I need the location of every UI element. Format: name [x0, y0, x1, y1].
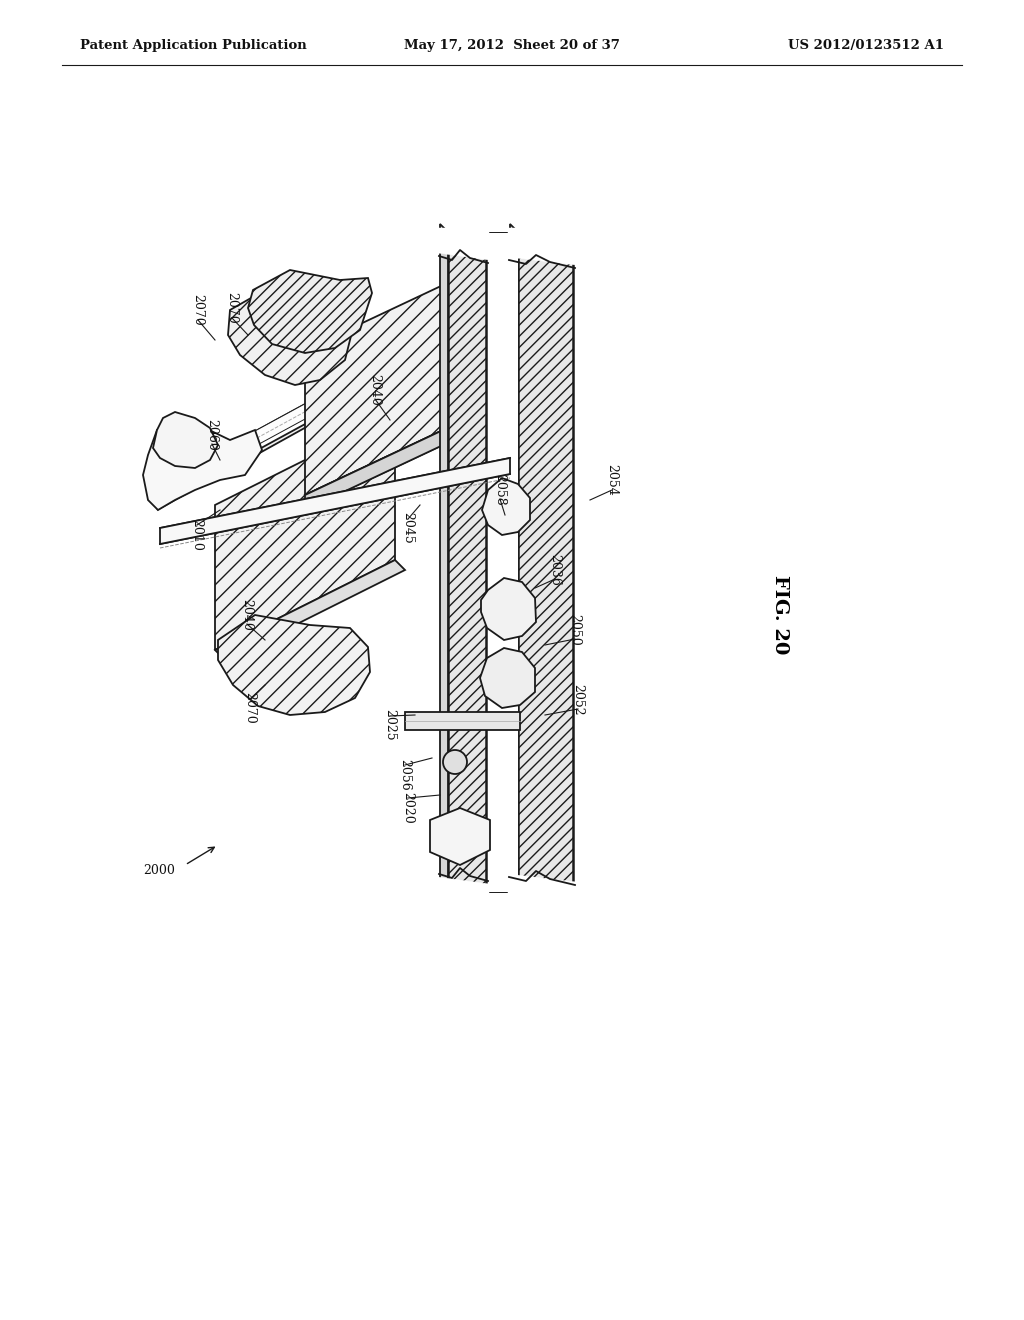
Polygon shape — [482, 478, 530, 535]
Text: Patent Application Publication: Patent Application Publication — [80, 40, 307, 51]
Polygon shape — [160, 458, 510, 544]
Text: 2040: 2040 — [369, 374, 382, 407]
Polygon shape — [508, 228, 575, 265]
Polygon shape — [440, 224, 449, 892]
Polygon shape — [305, 271, 475, 495]
Text: 2036: 2036 — [549, 554, 561, 586]
Polygon shape — [518, 232, 573, 892]
Polygon shape — [438, 228, 489, 260]
Polygon shape — [153, 412, 218, 469]
Text: 2070: 2070 — [225, 292, 239, 323]
Text: 2010: 2010 — [190, 519, 204, 550]
Text: 2052: 2052 — [571, 684, 585, 715]
Polygon shape — [449, 232, 486, 892]
Text: 2058: 2058 — [494, 474, 507, 506]
Text: US 2012/0123512 A1: US 2012/0123512 A1 — [788, 40, 944, 51]
Text: 2070: 2070 — [244, 692, 256, 723]
Polygon shape — [158, 294, 505, 499]
Text: 2025: 2025 — [384, 709, 396, 741]
Circle shape — [443, 750, 467, 774]
Polygon shape — [157, 315, 505, 510]
Text: 2020: 2020 — [401, 792, 415, 824]
Polygon shape — [305, 414, 485, 506]
Text: 2060: 2060 — [206, 418, 218, 451]
Text: 2000: 2000 — [143, 863, 175, 876]
Text: 2040: 2040 — [241, 599, 254, 631]
Text: 2054: 2054 — [605, 465, 618, 496]
Polygon shape — [486, 232, 518, 892]
Text: 2070: 2070 — [191, 294, 205, 326]
Polygon shape — [481, 578, 536, 640]
Text: 2056: 2056 — [398, 759, 412, 791]
Polygon shape — [510, 224, 518, 892]
Polygon shape — [305, 414, 475, 510]
Polygon shape — [143, 414, 262, 510]
Text: FIG. 20: FIG. 20 — [771, 576, 790, 655]
Polygon shape — [248, 271, 372, 352]
Text: May 17, 2012  Sheet 20 of 37: May 17, 2012 Sheet 20 of 37 — [404, 40, 620, 51]
Polygon shape — [508, 874, 575, 898]
Polygon shape — [228, 290, 355, 385]
Polygon shape — [406, 711, 520, 730]
Polygon shape — [215, 414, 395, 649]
Polygon shape — [218, 615, 370, 715]
Polygon shape — [480, 648, 535, 708]
Polygon shape — [438, 876, 489, 898]
Text: 2045: 2045 — [401, 512, 415, 544]
Polygon shape — [215, 560, 406, 660]
Polygon shape — [157, 294, 505, 490]
Polygon shape — [430, 808, 490, 865]
Text: 2050: 2050 — [568, 614, 582, 645]
